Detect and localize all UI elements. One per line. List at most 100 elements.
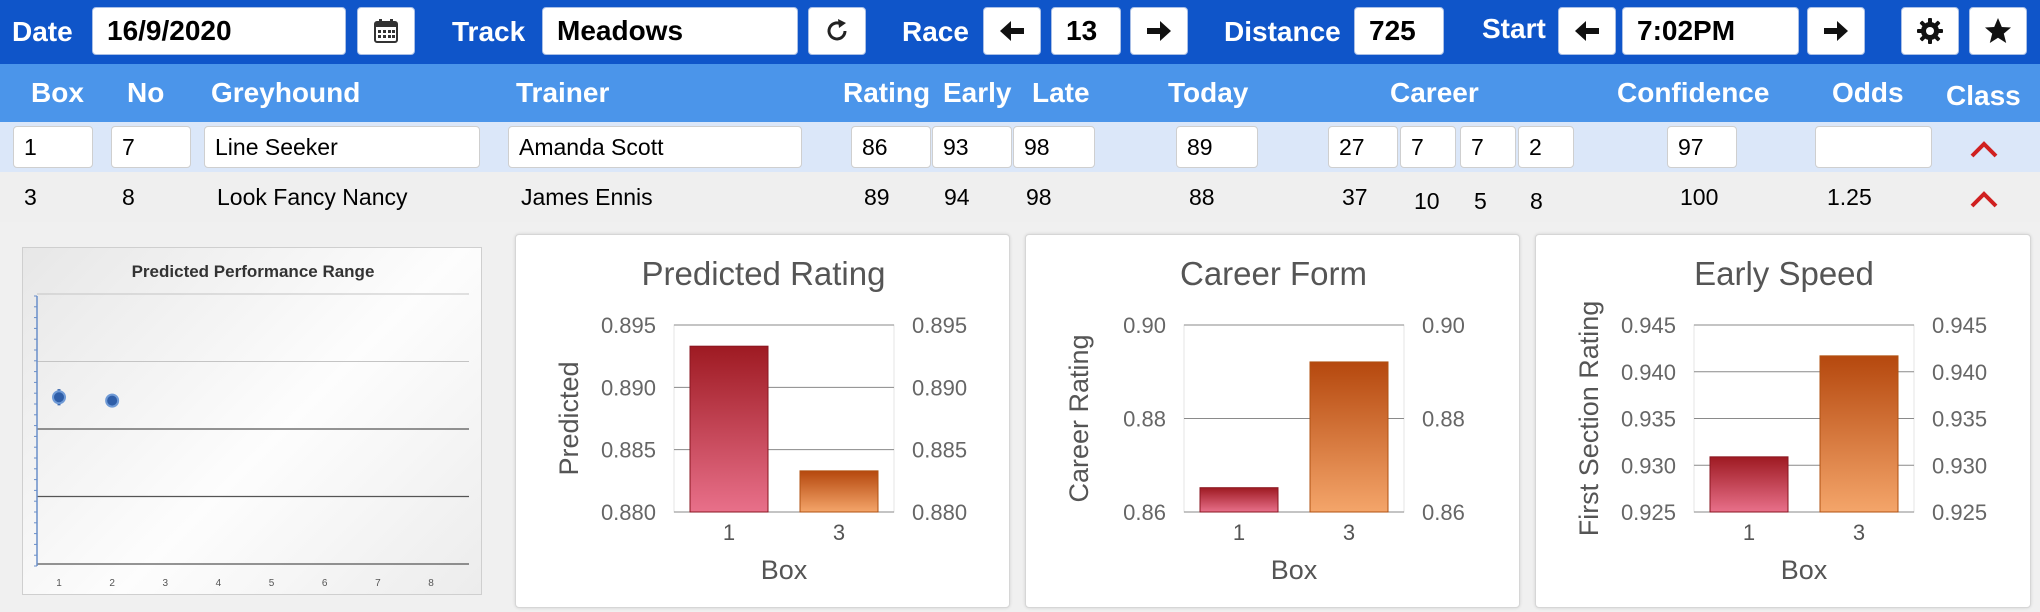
y-tick-label: 0.925 <box>1621 500 1676 525</box>
arrow-left-icon <box>1575 21 1599 41</box>
table-row[interactable]: 1 7 Line Seeker Amanda Scott 86 93 98 89… <box>0 122 2040 172</box>
col-header-trainer[interactable]: Trainer <box>516 77 610 108</box>
y2-tick-label: 0.90 <box>1422 313 1465 338</box>
x-tick-label: 3 <box>833 520 845 545</box>
y-tick-label: 0.930 <box>1621 453 1676 478</box>
col-header-today[interactable]: Today <box>1168 77 1249 108</box>
career-form-plot: Career Form 0.86 0.86 0.88 0.88 0.90 0.90 1 3 Box… <box>1064 255 1465 585</box>
trainer-field[interactable]: Amanda Scott <box>508 126 802 168</box>
x-tick-label: 3 <box>1853 520 1865 545</box>
track-input[interactable]: Meadows <box>542 7 798 55</box>
col-header-no[interactable]: No <box>127 77 165 108</box>
chevron-up-icon[interactable] <box>1967 134 2001 164</box>
race-next-button[interactable] <box>1130 7 1188 55</box>
y-tick-label: 0.895 <box>601 313 656 338</box>
col-header-odds[interactable]: Odds <box>1832 77 1904 108</box>
y2-tick-label: 0.880 <box>912 500 967 525</box>
today-value: 88 <box>1189 184 1215 210</box>
col-header-greyhound[interactable]: Greyhound <box>211 77 361 108</box>
rating-field[interactable]: 86 <box>851 126 931 168</box>
table-row[interactable]: 3 8 Look Fancy Nancy James Ennis 89 94 9… <box>0 172 2040 222</box>
col-header-late[interactable]: Late <box>1032 77 1090 108</box>
y-tick-label: 0.880 <box>601 500 656 525</box>
x-axis-label: Box <box>1781 555 1828 585</box>
col-header-box[interactable]: Box <box>31 77 84 108</box>
y-axis-label: First Section Rating <box>1574 301 1604 537</box>
y-tick-label: 0.945 <box>1621 313 1676 338</box>
x-tick-label: 3 <box>1343 520 1355 545</box>
trainer-value: James Ennis <box>521 184 653 210</box>
calendar-icon <box>374 19 398 43</box>
y-tick-label: 0.90 <box>1123 313 1166 338</box>
predicted-rating-chart: Predicted Rating 0.880 0.880 0.885 0.885 0.89… <box>515 234 1010 608</box>
greyhound-field[interactable]: Line Seeker <box>204 126 480 168</box>
distance-input[interactable]: 725 <box>1354 7 1444 55</box>
early-speed-plot: Early Speed 0.925 0.925 0.930 0.930 0.935 0.93… <box>1574 255 1987 585</box>
y-tick-label: 0.86 <box>1123 500 1166 525</box>
y2-tick-label: 0.885 <box>912 438 967 463</box>
late-field[interactable]: 98 <box>1013 126 1095 168</box>
chevron-up-icon[interactable] <box>1967 184 2001 214</box>
col-header-early[interactable]: Early <box>943 77 1012 108</box>
bar <box>1309 361 1389 513</box>
box-field[interactable]: 1 <box>13 126 93 168</box>
y-axis-label: Predicted <box>554 361 584 475</box>
chart-title: Predicted Rating <box>642 255 886 292</box>
refresh-button[interactable] <box>808 7 866 55</box>
odds-field[interactable] <box>1815 126 1932 168</box>
no-field[interactable]: 7 <box>111 126 191 168</box>
star-icon <box>1985 18 2011 43</box>
y-tick-label: 0.940 <box>1621 360 1676 385</box>
career-form-chart: Career Form 0.86 0.86 0.88 0.88 0.90 0.90 1 3 Box… <box>1025 234 1520 608</box>
confidence-field[interactable]: 97 <box>1667 126 1737 168</box>
y2-tick-label: 0.88 <box>1422 407 1465 432</box>
col-header-rating[interactable]: Rating <box>843 77 931 108</box>
x-tick-label: 3 <box>163 578 169 589</box>
col-header-class[interactable]: Class <box>1946 80 2021 111</box>
y2-tick-label: 0.940 <box>1932 360 1987 385</box>
calendar-button[interactable] <box>357 7 415 55</box>
start-time-input[interactable]: 7:02PM <box>1622 7 1799 55</box>
x-axis-label: Box <box>1271 555 1318 585</box>
x-tick-label: 8 <box>428 578 434 589</box>
y-axis-label: Career Rating <box>1064 334 1094 502</box>
settings-button[interactable] <box>1901 7 1959 55</box>
point-marker <box>105 393 120 408</box>
race-number-input[interactable]: 13 <box>1051 7 1121 55</box>
favourite-button[interactable] <box>1969 7 2027 55</box>
x-tick-label: 7 <box>375 578 381 589</box>
start-label: Start <box>1482 13 1546 44</box>
early-field[interactable]: 93 <box>932 126 1012 168</box>
x-tick-label: 1 <box>56 578 62 589</box>
confidence-value: 100 <box>1680 184 1719 210</box>
table-header: Box No Greyhound Trainer Rating Early La… <box>0 64 2040 122</box>
race-label: Race <box>902 16 969 47</box>
bar <box>1709 456 1789 513</box>
bar <box>1199 487 1279 513</box>
start-next-button[interactable] <box>1807 7 1865 55</box>
date-input[interactable]: 16/9/2020 <box>92 7 346 55</box>
career-starts-field[interactable]: 27 <box>1328 126 1398 168</box>
bar <box>1819 355 1899 513</box>
arrow-right-icon <box>1147 21 1171 41</box>
early-value: 94 <box>944 184 970 210</box>
x-tick-label: 2 <box>109 578 115 589</box>
y2-tick-label: 0.890 <box>912 375 967 400</box>
y2-tick-label: 0.895 <box>912 313 967 338</box>
career-wins-field[interactable]: 7 <box>1400 126 1456 168</box>
race-prev-button[interactable] <box>983 7 1041 55</box>
start-prev-button[interactable] <box>1558 7 1616 55</box>
greyhound-value: Look Fancy Nancy <box>217 184 408 210</box>
point-marker <box>52 390 66 405</box>
col-header-career[interactable]: Career <box>1390 77 1479 108</box>
career-thirds-field[interactable]: 2 <box>1518 126 1574 168</box>
y2-tick-label: 0.86 <box>1422 500 1465 525</box>
date-label: Date <box>12 16 73 47</box>
career-seconds-field[interactable]: 7 <box>1460 126 1516 168</box>
col-header-confidence[interactable]: Confidence <box>1617 77 1770 108</box>
career-seconds-value: 5 <box>1474 188 1487 214</box>
bar <box>689 345 769 513</box>
y-tick-label: 0.88 <box>1123 407 1166 432</box>
chart-title: Early Speed <box>1694 255 1874 292</box>
today-field[interactable]: 89 <box>1176 126 1258 168</box>
